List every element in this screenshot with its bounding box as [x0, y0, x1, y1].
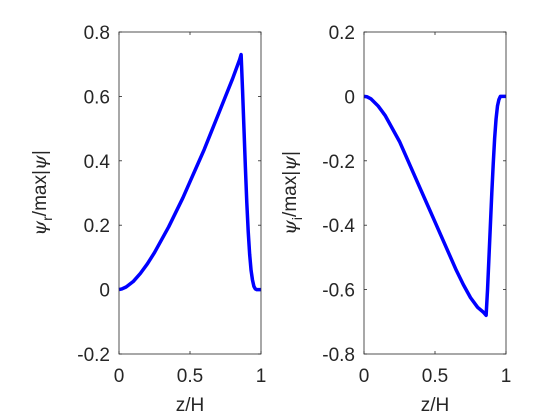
- x-axis-label-right: z/H: [421, 395, 450, 416]
- y-tick-label: 0: [99, 281, 110, 302]
- y-ticks-left: -0.2 0 0.2 0.4 0.6 0.8: [77, 23, 261, 366]
- series-line-left: [118, 52, 261, 292]
- y-tick-label: 0.2: [329, 23, 355, 44]
- x-tick-label: 1: [501, 366, 512, 387]
- x-tick-label: 0: [359, 366, 370, 387]
- x-tick-label: 1: [256, 366, 267, 387]
- y-tick-label: -0.6: [322, 281, 355, 302]
- y-tick-label: 0: [344, 87, 355, 108]
- subplot-right: -0.8 -0.6 -0.4 -0.2 0 0.2 0 0.5 1 z/H ψi/max|ψ|: [279, 23, 511, 416]
- y-tick-label: 0.4: [84, 152, 111, 173]
- x-axis-label-left: z/H: [176, 395, 205, 416]
- axes-box-left: [118, 31, 262, 355]
- y-tick-label: 0.2: [84, 216, 110, 237]
- y-tick-label: 0.8: [84, 23, 110, 44]
- x-tick-label: 0.5: [177, 366, 203, 387]
- series-line-right: [363, 94, 506, 318]
- y-tick-label: -0.8: [322, 345, 355, 366]
- x-tick-label: 0.5: [422, 366, 448, 387]
- y-tick-label: -0.2: [322, 152, 355, 173]
- y-tick-label: 0.6: [84, 87, 110, 108]
- y-axis-label-right: ψi/max|ψ|: [279, 151, 305, 235]
- plot-area-right: [364, 32, 506, 354]
- plot-area-left: [119, 32, 261, 354]
- y-tick-label: -0.2: [77, 345, 110, 366]
- subplot-left: -0.200.20.40.60.8 0 0.5 1 z/H ψr/max|ψ|: [29, 23, 266, 416]
- y-axis-label-left: ψr/max|ψ|: [29, 150, 55, 236]
- x-tick-label: 0: [114, 366, 125, 387]
- axes-box-right: [363, 31, 507, 355]
- y-ticks-right: -0.8 -0.6 -0.4 -0.2 0 0.2: [322, 23, 506, 366]
- y-tick-label: -0.4: [322, 216, 355, 237]
